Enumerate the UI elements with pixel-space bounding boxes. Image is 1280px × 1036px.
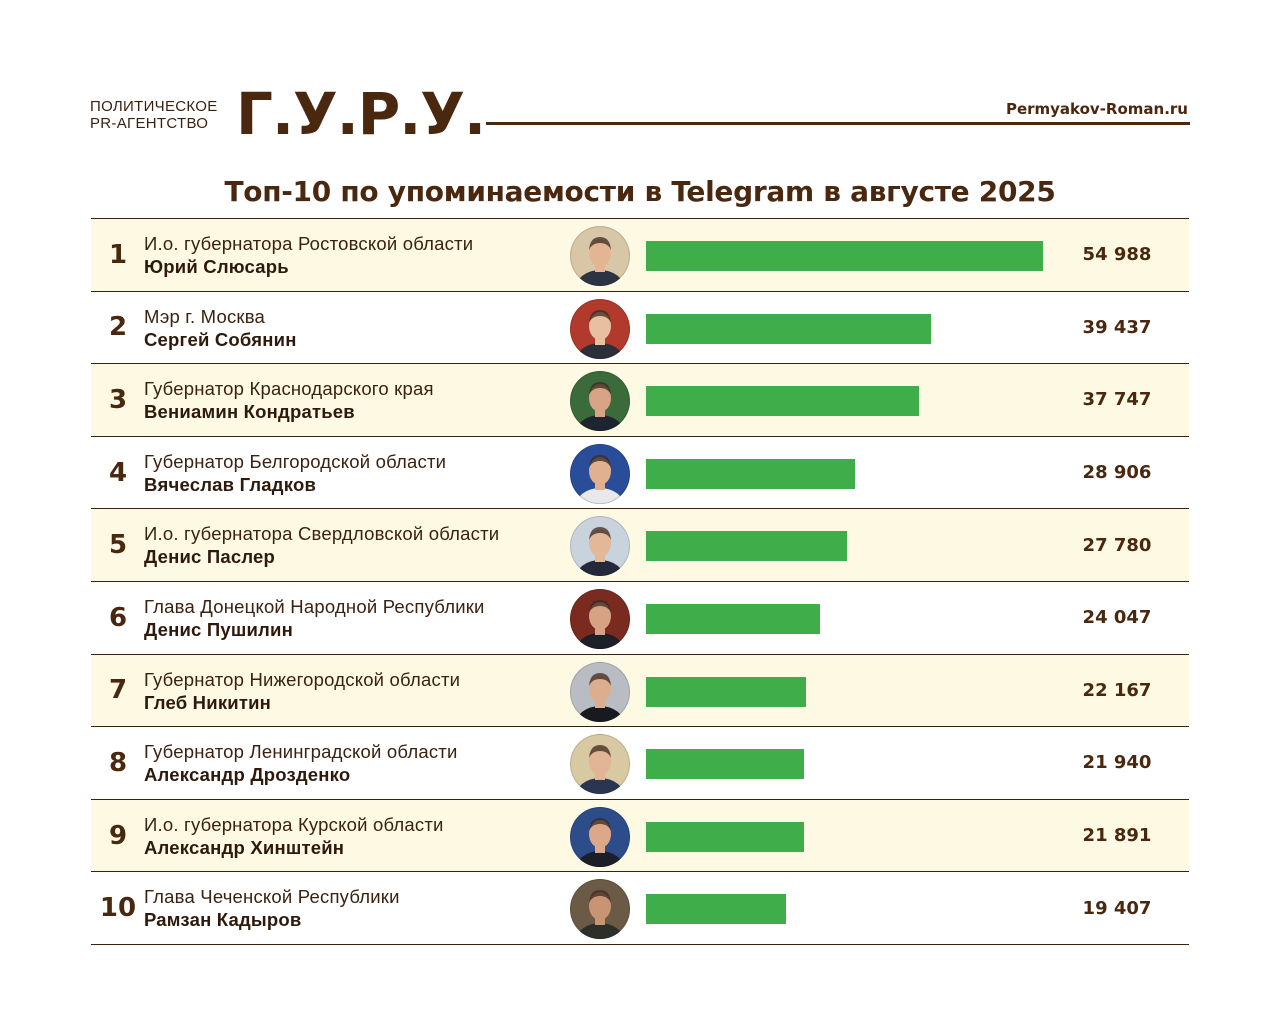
person-info: Губернатор Нижегородской области Глеб Ник…	[144, 669, 564, 715]
agency-line-1: ПОЛИТИЧЕСКОЕ	[90, 98, 218, 115]
bar	[646, 676, 806, 707]
avatar	[570, 588, 630, 649]
value-label: 21 940	[1082, 752, 1152, 774]
value-label: 27 780	[1082, 534, 1152, 556]
table-row: 10 Глава Чеченской Республики Рамзан Кадыр…	[91, 872, 1189, 945]
header-divider	[486, 122, 1190, 125]
rank-number: 2	[108, 312, 128, 343]
person-info: И.о. губернатора Ростовской области Юрий …	[144, 233, 564, 279]
person-position: И.о. губернатора Свердловской области	[144, 523, 500, 545]
table-row: 3 Губернатор Краснодарского края Вениамин …	[91, 364, 1189, 437]
agency-label: ПОЛИТИЧЕСКОЕ PR-АГЕНТСТВО	[90, 98, 218, 132]
avatar	[570, 226, 630, 286]
value-label: 54 988	[1082, 244, 1152, 266]
person-name: Юрий Слюсарь	[144, 256, 289, 277]
table-row: 1 И.о. губернатора Ростовской области Юрий…	[91, 219, 1189, 292]
rank-number: 7	[108, 675, 128, 706]
ranking-table: 1 И.о. губернатора Ростовской области Юрий…	[91, 218, 1189, 945]
person-position: Губернатор Белгородской области	[144, 450, 447, 472]
table-row: 7 Губернатор Нижегородской области Глеб Ни…	[91, 654, 1189, 728]
bar	[646, 603, 820, 634]
person-position: И.о. губернатора Ростовской области	[144, 233, 474, 254]
value-label: 22 167	[1082, 679, 1152, 701]
table-row: 9 И.о. губернатора Курской области Алексан…	[91, 799, 1189, 873]
person-position: Глава Чеченской Республики	[144, 886, 400, 908]
value-label: 28 906	[1082, 462, 1152, 484]
person-position: Губернатор Ленинградской области	[144, 741, 458, 763]
person-name: Александр Дрозденко	[144, 764, 351, 786]
person-position: Губернатор Краснодарского края	[144, 378, 434, 400]
person-info: Глава Чеченской Республики Рамзан Кадыров	[144, 886, 564, 932]
value-label: 37 747	[1082, 389, 1152, 411]
person-name: Сергей Собянин	[144, 328, 297, 350]
header: ПОЛИТИЧЕСКОЕ PR-АГЕНТСТВО Г.У.Р.У. Permy…	[90, 84, 1190, 148]
avatar	[570, 806, 630, 867]
bar	[646, 241, 1043, 271]
avatar	[570, 516, 630, 577]
table-row: 5 И.о. губернатора Свердловской области Де…	[91, 509, 1189, 582]
rank-number: 9	[108, 820, 128, 851]
bar	[646, 894, 787, 925]
person-name: Денис Паслер	[144, 546, 276, 568]
person-info: Губернатор Ленинградской области Александ…	[144, 741, 564, 787]
person-name: Вячеслав Гладков	[144, 473, 317, 495]
bar	[646, 458, 855, 489]
table-row: 8 Губернатор Ленинградской области Алексан…	[91, 727, 1189, 800]
avatar	[570, 661, 630, 722]
logo: Г.У.Р.У.	[236, 80, 486, 148]
chart-title: Топ-10 по упоминаемости в Telegram в авг…	[224, 175, 1056, 208]
bar	[646, 386, 919, 417]
bar	[646, 821, 804, 852]
bar	[646, 749, 805, 780]
rank-number: 3	[108, 384, 128, 415]
person-info: И.о. губернатора Курской области Александ…	[144, 814, 564, 860]
person-name: Рамзан Кадыров	[144, 909, 302, 931]
rank-number: 4	[108, 457, 128, 488]
person-name: Глеб Никитин	[144, 691, 272, 713]
person-info: И.о. губернатора Свердловской области Ден…	[144, 523, 564, 569]
agency-line-2: PR-АГЕНТСТВО	[90, 115, 209, 132]
table-row: 4 Губернатор Белгородской области Вячеслав…	[91, 437, 1189, 510]
person-info: Глава Донецкой Народной Республики Денис …	[144, 596, 564, 642]
person-name: Вениамин Кондратьев	[144, 401, 355, 423]
value-label: 21 891	[1082, 825, 1152, 847]
avatar	[570, 443, 630, 504]
person-name: Александр Хинштейн	[144, 836, 345, 858]
bar	[646, 313, 931, 344]
site-link[interactable]: Permyakov-Roman.ru	[1005, 100, 1188, 118]
avatar	[570, 298, 630, 359]
person-info: Губернатор Краснодарского края Вениамин К…	[144, 378, 564, 424]
value-label: 19 407	[1082, 897, 1152, 919]
bar	[646, 531, 847, 562]
avatar	[570, 879, 630, 940]
rank-number: 5	[108, 530, 128, 561]
person-position: И.о. губернатора Курской области	[144, 813, 444, 835]
person-position: Глава Донецкой Народной Республики	[144, 595, 485, 617]
avatar	[570, 371, 630, 432]
person-position: Губернатор Нижегородской области	[144, 668, 461, 690]
person-info: Мэр г. Москва Сергей Собянин	[144, 306, 564, 352]
value-label: 24 047	[1082, 607, 1152, 629]
avatar	[570, 734, 630, 795]
person-info: Губернатор Белгородской области Вячеслав …	[144, 451, 564, 497]
rank-number: 8	[108, 747, 128, 778]
rank-number: 10	[99, 893, 137, 924]
table-row: 6 Глава Донецкой Народной Республики Денис…	[91, 582, 1189, 655]
rank-number: 6	[108, 602, 128, 633]
value-label: 39 437	[1082, 316, 1152, 338]
person-position: Мэр г. Москва	[144, 305, 266, 327]
table-row: 2 Мэр г. Москва Сергей Собянин 39 437	[91, 292, 1189, 365]
person-name: Денис Пушилин	[144, 618, 293, 640]
rank-number: 1	[108, 239, 128, 270]
